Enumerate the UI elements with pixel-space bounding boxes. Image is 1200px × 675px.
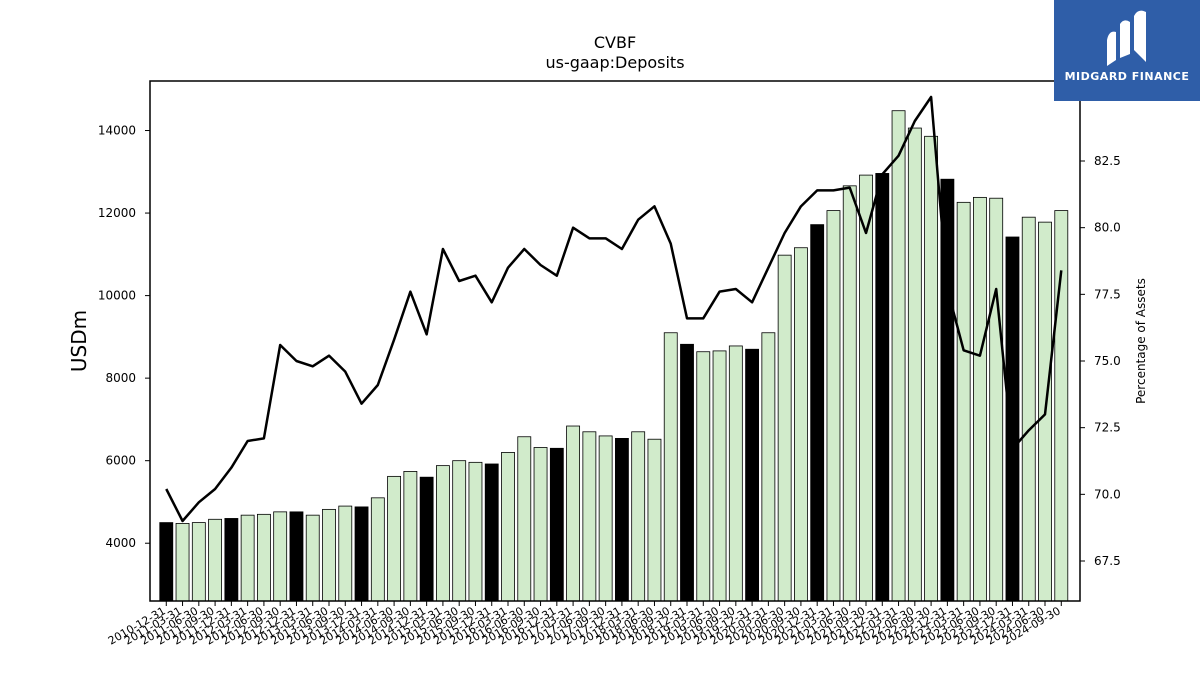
bar-2019-09-30 xyxy=(728,345,743,602)
y-tick-label-left: 8000 xyxy=(105,371,136,385)
bar-2012-06-30 xyxy=(256,513,271,602)
bar-2018-12-31 xyxy=(680,343,694,602)
bar-2020-03-31 xyxy=(761,332,776,602)
bar-2011-03-31 xyxy=(175,523,190,602)
logo-text: MIDGARD FINANCE xyxy=(1064,70,1190,83)
bar-2010-12-31 xyxy=(159,522,174,602)
y-tick-label-right: 67.5 xyxy=(1094,554,1121,568)
y-tick-label-right: 77.5 xyxy=(1094,287,1121,301)
bar-2019-03-31 xyxy=(696,351,711,602)
bar-2022-03-31 xyxy=(891,110,906,602)
right-axis: 67.570.072.575.077.580.082.585.0 xyxy=(1080,87,1121,568)
bar-2012-03-31 xyxy=(240,514,255,602)
y-tick-label-right: 75.0 xyxy=(1094,354,1121,368)
y-tick-label-left: 14000 xyxy=(98,124,136,138)
bar-2017-12-31 xyxy=(615,437,629,602)
bar-2016-06-30 xyxy=(517,436,532,602)
bar-2019-12-31 xyxy=(745,348,760,602)
y-tick-label-left: 10000 xyxy=(98,289,136,303)
bar-2012-09-30 xyxy=(273,511,288,602)
bar-2014-12-31 xyxy=(419,476,434,602)
bar-2013-03-31 xyxy=(305,514,320,602)
percentage-of-assets-line xyxy=(165,95,1063,523)
y-tick-label-left: 12000 xyxy=(98,206,136,220)
bar-2017-09-30 xyxy=(598,435,613,602)
bar-2016-09-30 xyxy=(533,447,548,602)
bar-2014-06-30 xyxy=(387,475,402,602)
bar-2021-12-31 xyxy=(875,173,890,602)
bar-2022-09-30 xyxy=(924,135,939,602)
bar-2017-03-31 xyxy=(566,425,581,602)
bar-2018-09-30 xyxy=(663,332,678,602)
bar-2014-03-31 xyxy=(370,497,385,602)
bar-2015-09-30 xyxy=(468,461,483,602)
bar-2011-12-31 xyxy=(224,518,239,602)
y-tick-label-right: 82.5 xyxy=(1094,154,1121,168)
bar-2018-06-30 xyxy=(647,438,662,602)
bar-2024-03-31 xyxy=(1021,216,1036,602)
bar-2015-03-31 xyxy=(435,465,450,602)
bar-2017-06-30 xyxy=(582,431,597,602)
bar-2020-12-31 xyxy=(810,224,825,602)
bar-2021-09-30 xyxy=(859,174,873,602)
bar-2011-09-30 xyxy=(208,518,223,602)
brand-logo: MIDGARD FINANCE xyxy=(1054,0,1200,101)
bar-2023-12-31 xyxy=(1005,236,1020,602)
bar-2023-06-30 xyxy=(973,196,987,602)
bars-group xyxy=(159,110,1069,602)
bar-2020-06-30 xyxy=(777,254,792,602)
chart-subtitle: us-gaap:Deposits xyxy=(545,53,684,72)
bar-2015-06-30 xyxy=(452,460,467,602)
bar-2011-06-30 xyxy=(191,522,206,602)
chart-title: CVBF xyxy=(594,33,636,52)
bar-2015-12-31 xyxy=(484,463,499,602)
bar-2013-12-31 xyxy=(354,506,369,602)
bar-2021-06-30 xyxy=(842,185,857,602)
x-axis: 2010-12-312011-03-312011-06-302011-09-30… xyxy=(106,601,1063,648)
y-tick-label-right: 72.5 xyxy=(1094,421,1121,435)
bar-2024-09-30 xyxy=(1054,210,1069,602)
bar-2012-12-31 xyxy=(289,511,304,602)
logo-mark-icon xyxy=(1107,10,1146,66)
bar-2018-03-31 xyxy=(631,431,646,602)
bar-2021-03-31 xyxy=(826,210,841,602)
bar-2014-09-30 xyxy=(403,471,418,602)
left-axis: 4000 6000 8000 10000 12000 14000 xyxy=(98,124,150,550)
y-axis-label-right: Percentage of Assets xyxy=(1134,278,1148,404)
plot-frame xyxy=(149,80,1081,602)
bar-2019-06-30 xyxy=(712,350,727,602)
bar-2016-12-31 xyxy=(549,447,564,602)
bar-2013-09-30 xyxy=(338,505,353,602)
y-tick-label-left: 6000 xyxy=(105,454,136,468)
y-tick-label-right: 80.0 xyxy=(1094,221,1121,235)
bar-2023-03-31 xyxy=(956,201,971,602)
y-axis-label-left: USDm xyxy=(67,310,91,372)
bar-2013-06-30 xyxy=(322,508,336,602)
bar-2022-06-30 xyxy=(907,127,922,602)
y-tick-label-right: 70.0 xyxy=(1094,487,1121,501)
bar-2020-09-30 xyxy=(794,247,808,602)
bar-2016-03-31 xyxy=(501,452,515,602)
bar-2023-09-30 xyxy=(989,197,1004,602)
line-group xyxy=(165,95,1063,523)
y-tick-label-left: 4000 xyxy=(105,536,136,550)
